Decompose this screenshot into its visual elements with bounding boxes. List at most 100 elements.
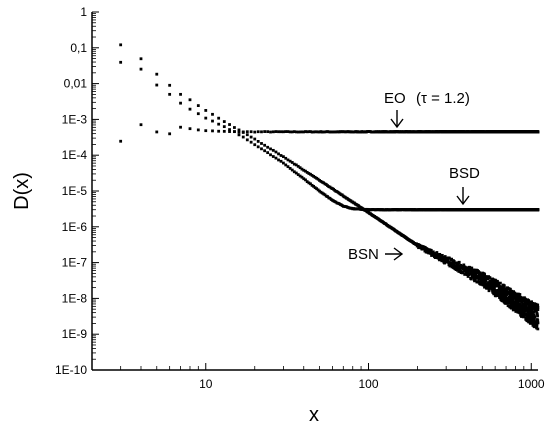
data-point	[457, 260, 461, 264]
data-point	[475, 274, 479, 278]
data-point	[531, 302, 535, 306]
data-point	[518, 293, 522, 296]
data-point	[492, 292, 496, 296]
data-point	[536, 305, 540, 309]
data-point	[479, 282, 483, 286]
data-point	[196, 128, 200, 132]
data-point	[228, 128, 231, 131]
data-point	[469, 271, 473, 275]
data-point	[119, 60, 123, 64]
data-point	[300, 167, 304, 171]
data-point	[282, 155, 285, 159]
data-point	[253, 130, 257, 134]
data-point	[515, 295, 519, 299]
data-point	[155, 72, 159, 76]
data-point	[458, 267, 462, 271]
data-point	[279, 130, 283, 134]
data-point	[536, 130, 540, 134]
data-point	[204, 116, 208, 120]
data-point	[217, 122, 221, 126]
data-point	[222, 125, 226, 129]
x-tick-label: 1000	[518, 377, 545, 391]
data-point	[454, 261, 458, 265]
data-point	[316, 177, 320, 181]
data-point	[266, 145, 270, 149]
data-point	[536, 303, 540, 307]
data-point	[305, 170, 309, 174]
data-point	[286, 158, 290, 162]
data-point	[536, 208, 540, 211]
data-point	[204, 129, 208, 133]
data-point	[309, 182, 312, 186]
data-point	[179, 125, 182, 129]
data-point	[511, 294, 515, 298]
data-point	[196, 104, 200, 107]
data-point	[513, 291, 517, 295]
data-point	[509, 297, 513, 301]
data-point	[279, 154, 283, 157]
data-point	[256, 130, 260, 134]
data-point	[488, 276, 492, 279]
data-point	[535, 312, 539, 316]
data-point	[535, 323, 539, 327]
eo-param: (τ = 1.2)	[416, 90, 470, 107]
data-point	[245, 133, 249, 137]
data-point	[298, 130, 302, 134]
y-tick-label: 0,1	[70, 41, 87, 55]
data-point	[470, 273, 474, 277]
data-point	[290, 130, 294, 134]
data-point	[312, 184, 316, 188]
data-point	[302, 177, 306, 181]
data-point	[440, 259, 444, 263]
data-point	[222, 129, 226, 133]
data-point	[443, 255, 447, 258]
data-point	[532, 320, 536, 324]
data-point	[496, 279, 499, 283]
data-point	[532, 317, 536, 321]
data-point	[446, 258, 450, 262]
data-point	[204, 109, 208, 112]
data-point	[533, 315, 537, 319]
data-point	[155, 130, 159, 134]
data-point	[302, 168, 306, 172]
data-point	[269, 153, 272, 157]
x-axis-title: x	[309, 404, 319, 426]
data-point	[501, 292, 505, 295]
data-point	[483, 282, 487, 286]
data-point	[527, 299, 531, 302]
data-point	[536, 314, 539, 318]
data-point	[315, 176, 319, 180]
data-point	[294, 163, 298, 167]
data-point	[443, 261, 447, 265]
data-point	[516, 310, 520, 314]
data-point	[168, 92, 172, 96]
data-point	[501, 289, 505, 293]
y-tick-label: 0,01	[64, 77, 88, 91]
data-point	[504, 291, 507, 294]
data-point	[312, 174, 316, 178]
data-point	[433, 252, 437, 256]
data-point	[260, 130, 263, 134]
data-point	[307, 130, 311, 134]
data-point	[309, 130, 312, 133]
data-point	[484, 279, 488, 283]
data-point	[290, 168, 294, 172]
y-tick-label: 1E-8	[62, 291, 88, 305]
data-point	[288, 130, 292, 134]
data-point	[179, 101, 182, 105]
data-point	[237, 133, 241, 137]
data-point	[222, 120, 226, 123]
data-point	[492, 278, 496, 282]
data-point	[256, 145, 260, 149]
data-point	[282, 130, 285, 134]
bsd-arrow-icon	[456, 187, 470, 206]
data-point	[516, 300, 520, 304]
data-point	[526, 317, 530, 321]
data-point	[286, 130, 290, 133]
data-point	[530, 300, 533, 304]
data-point	[507, 296, 511, 300]
data-point	[211, 112, 214, 116]
data-point	[228, 123, 231, 126]
data-point	[188, 98, 192, 102]
